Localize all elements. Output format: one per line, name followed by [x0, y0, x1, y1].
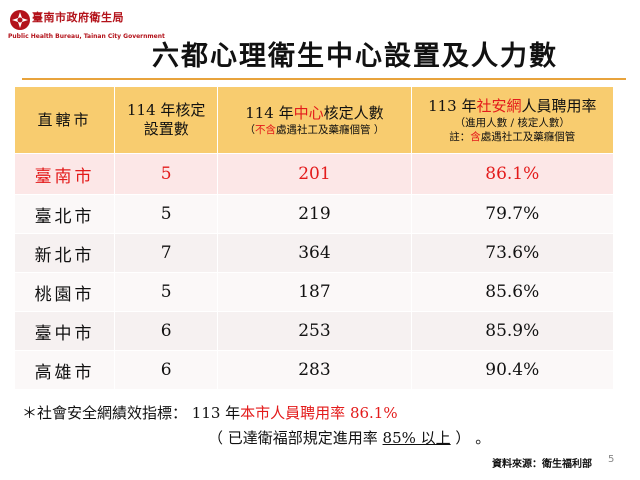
city-cell: 高雄市 — [13, 350, 116, 390]
bureau-emblem-icon — [10, 10, 30, 30]
table-row: 新北市 7 364 73.6% — [13, 233, 615, 273]
staff-cell: 283 — [217, 350, 412, 390]
table-row: 高雄市 6 283 90.4% — [13, 350, 615, 390]
centers-cell: 5 — [114, 194, 219, 234]
rate-cell: 90.4% — [410, 350, 615, 390]
bureau-logo: 臺南市政府衛生局 Public Health Bureau, Tainan Ci… — [6, 6, 165, 42]
centers-cell: 5 — [114, 153, 219, 195]
staff-cell: 201 — [217, 153, 412, 195]
rate-cell: 85.6% — [410, 272, 615, 312]
header-hiring-rate: 113 年社安網人員聘用率 （進用人數 / 核定人數） 註：含處遇社工及藥癮個管 — [410, 86, 615, 154]
rate-cell: 79.7% — [410, 194, 615, 234]
hiring-rate-highlight: 本市人員聘用率 86.1% — [240, 404, 398, 422]
page-number: 5 — [608, 454, 615, 465]
bureau-english-name: Public Health Bureau, Tainan City Govern… — [8, 33, 165, 40]
centers-cell: 7 — [114, 233, 219, 273]
city-cell: 臺南市 — [13, 153, 116, 195]
table-row: 臺中市 6 253 85.9% — [13, 311, 615, 351]
city-cell: 新北市 — [13, 233, 116, 273]
performance-footnote-detail: （ 已達衛福部規定進用率 85% 以上 ） 。 — [208, 429, 491, 447]
centers-cell: 6 — [114, 311, 219, 351]
city-cell: 臺中市 — [13, 311, 116, 351]
rate-cell: 73.6% — [410, 233, 615, 273]
data-source: 資料來源：衛生福利部 — [492, 459, 592, 470]
staff-cell: 253 — [217, 311, 412, 351]
centers-cell: 6 — [114, 350, 219, 390]
centers-cell: 5 — [114, 272, 219, 312]
header-city: 直轄市 — [13, 86, 116, 154]
title-separator — [22, 78, 626, 80]
city-cell: 臺北市 — [13, 194, 116, 234]
city-staffing-table: 直轄市 114 年核定 設置數 114 年中心核定人數 （不含處遇社工及藥癮個管… — [13, 86, 615, 390]
table-row: 臺北市 5 219 79.7% — [13, 194, 615, 234]
rate-cell: 86.1% — [410, 153, 615, 195]
header-staff: 114 年中心核定人數 （不含處遇社工及藥癮個管 ） — [217, 86, 412, 154]
table-header-row: 直轄市 114 年核定 設置數 114 年中心核定人數 （不含處遇社工及藥癮個管… — [13, 86, 615, 154]
header-centers: 114 年核定 設置數 — [114, 86, 219, 154]
table-row: 臺南市 5 201 86.1% — [13, 153, 615, 195]
page-title: 六都心理衛生中心設置及人力數 — [152, 41, 558, 72]
bureau-name: 臺南市政府衛生局 — [32, 11, 124, 24]
staff-cell: 219 — [217, 194, 412, 234]
threshold-underlined: 85% 以上 — [382, 429, 451, 447]
table-row: 桃園市 5 187 85.6% — [13, 272, 615, 312]
rate-cell: 85.9% — [410, 311, 615, 351]
staff-cell: 187 — [217, 272, 412, 312]
staff-cell: 364 — [217, 233, 412, 273]
performance-footnote: ＊社會安全網績效指標： 113 年本市人員聘用率 86.1% — [22, 404, 398, 422]
city-cell: 桃園市 — [13, 272, 116, 312]
